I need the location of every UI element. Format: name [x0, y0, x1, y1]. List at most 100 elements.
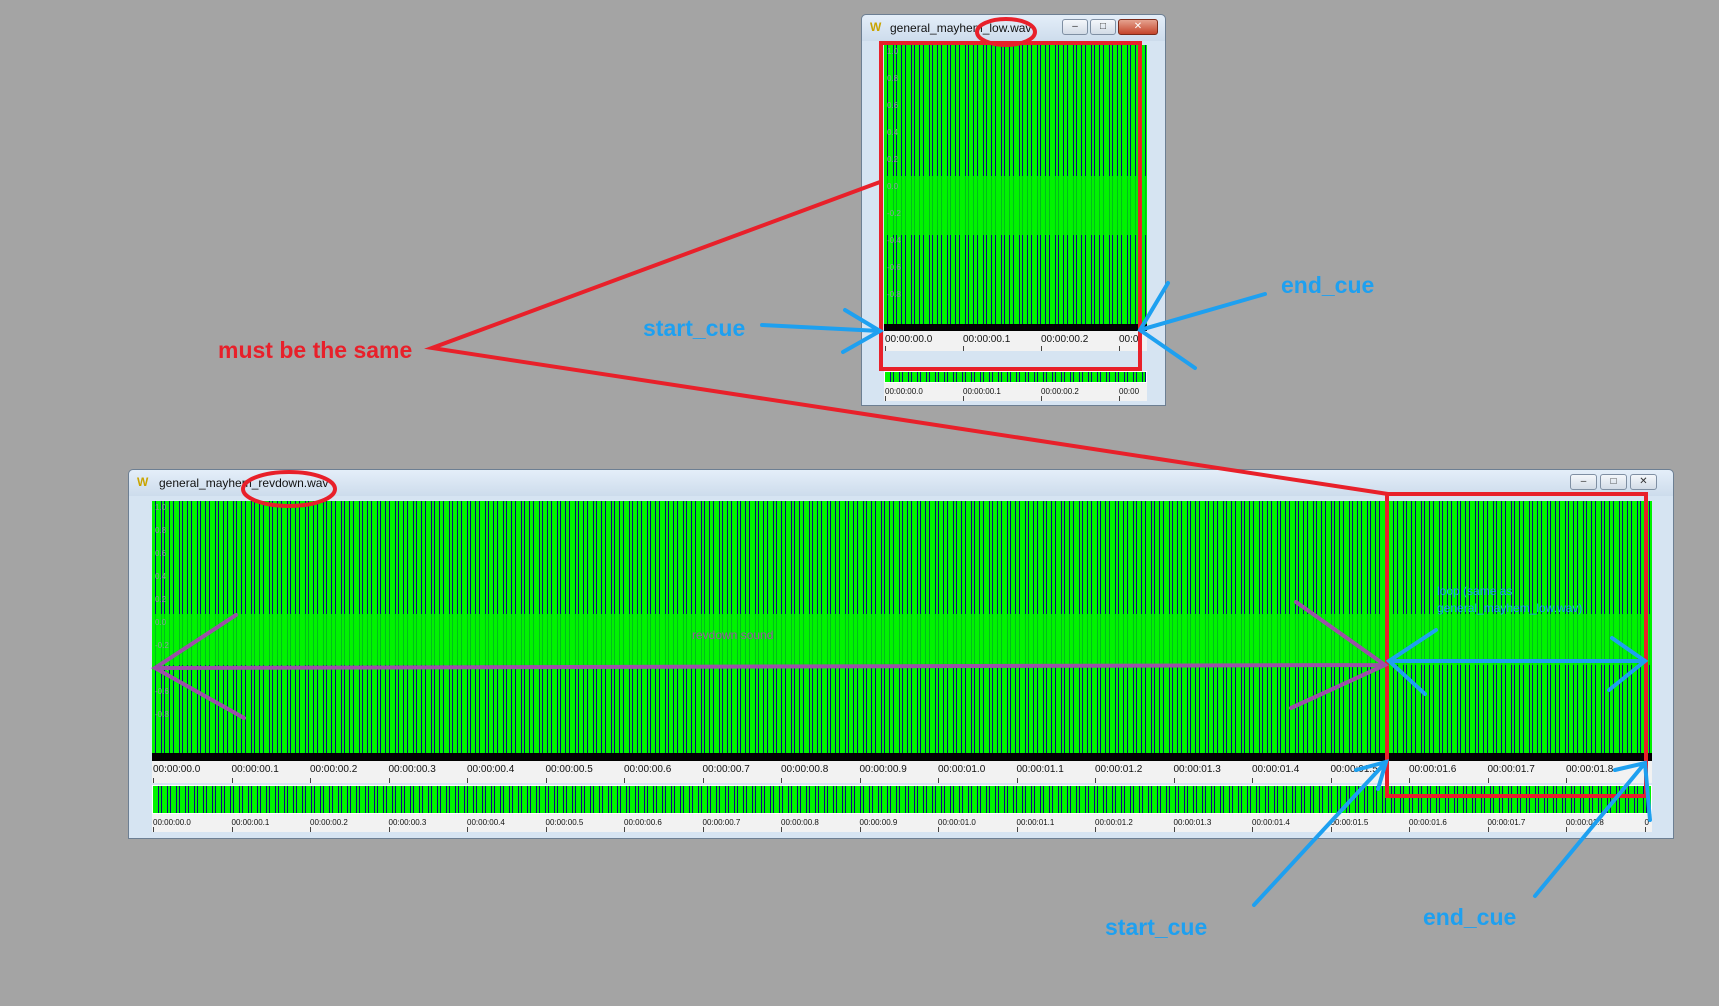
overview-ruler-label: 00:00:00.2 — [310, 818, 348, 827]
overview-ruler-label: 00:00:00.0 — [153, 818, 191, 827]
ruler-tick — [963, 396, 964, 401]
ruler-tick — [545, 778, 547, 783]
large-window-titlebar[interactable]: W general_mayhem_revdown.wav – □ ✕ — [129, 470, 1673, 496]
amplitude-tick-label: 0.4 — [887, 128, 899, 137]
blue-annotations — [760, 281, 1652, 907]
ruler-tick — [1487, 778, 1489, 783]
ruler-tick — [1566, 827, 1567, 832]
cue-bar[interactable] — [884, 324, 1147, 331]
amplitude-tick-label: 0.8 — [155, 526, 167, 535]
time-ruler-label: 00:00:01.8 — [1566, 764, 1614, 775]
time-ruler-label: 00:00:01.0 — [938, 764, 986, 775]
small-waveform-view[interactable]: 1.0 0.8 0.6 0.4 0.2 0.0 -0.2 -0.4 -0.6 -0.8 — [884, 45, 1147, 337]
overview-ruler-label: 00:00:00.3 — [388, 818, 427, 827]
end-cue-bottom-arrow — [1533, 760, 1652, 898]
must-be-same-label: must be the same — [218, 337, 413, 363]
overview-ruler-label: 00:00:01.7 — [1487, 818, 1526, 827]
ruler-tick — [1095, 778, 1096, 783]
amplitude-tick-label: 0.4 — [155, 572, 167, 581]
overview-ruler-label: 00:00:01.6 — [1409, 818, 1447, 827]
overview-waveform[interactable] — [884, 371, 1147, 383]
ruler-tick — [885, 346, 886, 351]
app-icon: W — [137, 475, 149, 489]
large-waveform-view[interactable]: 1.0 0.8 0.6 0.4 0.2 0.0 -0.2 -0.4 -0.6 -0.8 — [152, 501, 1652, 753]
time-ruler-label: 00:00:00.1 — [963, 334, 1011, 345]
ruler-tick — [231, 778, 233, 783]
overview-ruler-label: 00:00:00.1 — [963, 387, 1001, 396]
minimize-button[interactable]: – — [1062, 19, 1088, 35]
revdown-sound-label: revdown sound — [692, 628, 774, 642]
amplitude-tick-label: 0.0 — [887, 182, 899, 191]
large-loop-region-box — [1385, 492, 1648, 798]
ruler-tick — [963, 346, 964, 351]
close-button[interactable]: ✕ — [1630, 474, 1657, 490]
time-ruler: 00:00:00.0 00:00:00.1 00:00:00.2 00:00:00.3… — [152, 761, 1652, 783]
amplitude-tick-label: -0.6 — [887, 263, 901, 272]
ruler-tick — [1330, 778, 1332, 783]
restore-button[interactable]: □ — [1600, 474, 1627, 490]
ruler-tick — [1095, 827, 1096, 832]
ruler-tick — [545, 827, 547, 832]
time-ruler-label: 00:00:01.3 — [1173, 764, 1221, 775]
ruler-tick — [1173, 778, 1175, 783]
ruler-tick — [1330, 827, 1332, 832]
amplitude-tick-label: 1.0 — [155, 503, 167, 512]
amplitude-tick-label: 0.6 — [887, 101, 899, 110]
overview-ruler-label: 00:00 — [1119, 387, 1140, 396]
waveform-band — [152, 614, 1652, 665]
time-ruler-label: 00:00:00.5 — [545, 764, 593, 775]
ruler-tick — [153, 778, 154, 783]
ruler-tick — [885, 396, 886, 401]
time-ruler-label: 00:00:00.3 — [388, 764, 436, 775]
close-button[interactable]: ✕ — [1118, 19, 1158, 35]
time-ruler-label: 00:00:01.6 — [1409, 764, 1457, 775]
overview-waveform[interactable] — [152, 785, 1652, 814]
amplitude-tick-label: 0.0 — [155, 618, 167, 627]
restore-button[interactable]: □ — [1090, 19, 1116, 35]
ruler-tick — [467, 778, 468, 783]
time-ruler-label: 00:00:00.0 — [885, 334, 933, 345]
time-ruler: 00:00:00.0 00:00:00.1 00:00:00.2 00:0 — [884, 331, 1147, 351]
amplitude-axis: 1.0 0.8 0.6 0.4 0.2 0.0 -0.2 -0.4 -0.6 -0.8 — [884, 45, 904, 337]
overview-ruler: 00:00:00.0 00:00:00.1 00:00:00.2 00:00 — [884, 383, 1147, 401]
overview-ruler-label: 0 — [1644, 818, 1649, 827]
cue-bar[interactable] — [152, 753, 1652, 761]
ruler-tick — [1041, 346, 1042, 351]
purple-annotations — [151, 600, 1389, 720]
amplitude-tick-label: -0.6 — [155, 687, 169, 696]
amplitude-tick-label: -0.2 — [155, 641, 169, 650]
time-ruler-label: 00:00:00.2 — [1041, 334, 1089, 345]
small-wave-window[interactable]: W general_mayhem_low.wav – □ ✕ 1.0 0.8 0.6… — [861, 14, 1166, 406]
ruler-tick — [1119, 396, 1120, 401]
amplitude-tick-label: -0.2 — [887, 209, 901, 218]
overview-ruler-label: 00:00:01.4 — [1252, 818, 1290, 827]
time-ruler-label: 00:0 — [1119, 334, 1139, 345]
large-filename-circle — [241, 470, 337, 508]
loop-double-arrow — [1385, 628, 1649, 696]
waveform-band — [884, 176, 1147, 235]
ruler-tick — [859, 827, 861, 832]
overview-ruler-label: 00:00:00.2 — [1041, 387, 1079, 396]
time-ruler-label: 00:00:00.0 — [153, 764, 201, 775]
ruler-tick — [624, 827, 625, 832]
overview-ruler-label: 00:00:01.5 — [1330, 818, 1369, 827]
end-cue-top-arrow — [1137, 281, 1267, 370]
ruler-tick — [702, 778, 704, 783]
ruler-tick — [1041, 396, 1042, 401]
ruler-tick — [467, 827, 468, 832]
overview-ruler-label: 00:00:00.5 — [545, 818, 584, 827]
ruler-tick — [388, 778, 390, 783]
large-wave-window[interactable]: W general_mayhem_revdown.wav – □ ✕ 1.0 0.… — [128, 469, 1674, 839]
amplitude-tick-label: -0.8 — [887, 290, 901, 299]
ruler-tick — [1119, 346, 1120, 351]
time-ruler-label: 00:00:00.6 — [624, 764, 672, 775]
amplitude-tick-label: 0.2 — [887, 155, 899, 164]
minimize-button[interactable]: – — [1570, 474, 1597, 490]
revdown-double-arrow — [151, 600, 1389, 720]
ruler-tick — [1566, 778, 1567, 783]
ruler-tick — [938, 778, 939, 783]
loop-label-line1: loop (same as — [1437, 584, 1513, 598]
time-ruler-label: 00:00:00.4 — [467, 764, 515, 775]
overview-ruler-label: 00:00:00.7 — [702, 818, 741, 827]
